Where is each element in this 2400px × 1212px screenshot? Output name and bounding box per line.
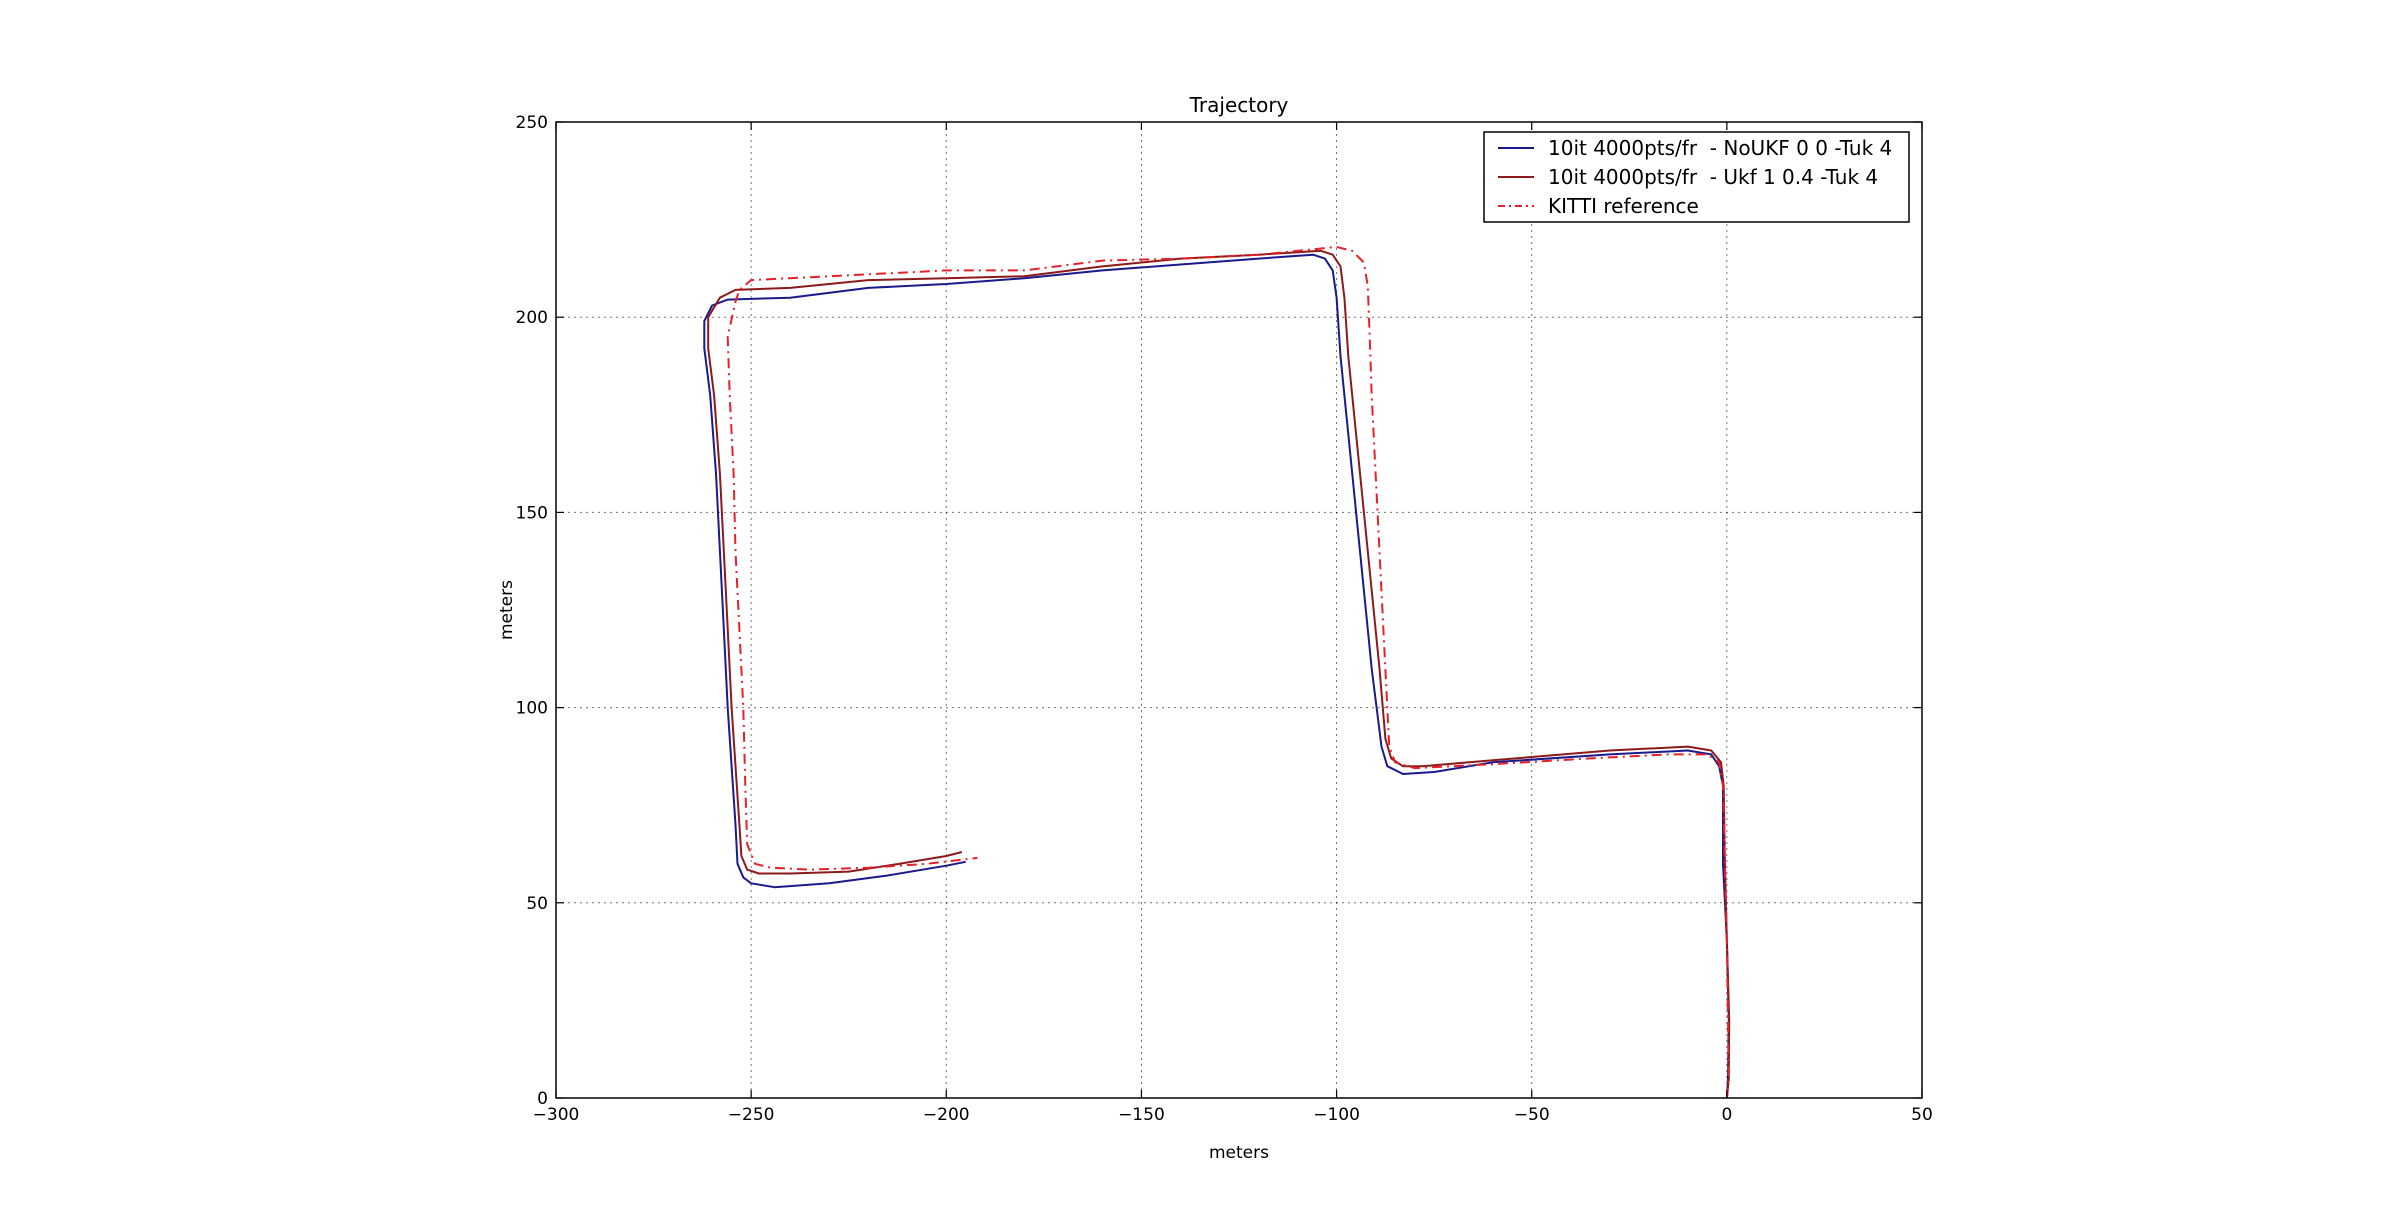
x-tick-label: −50 bbox=[1514, 1105, 1550, 1125]
legend: 10it 4000pts/fr - NoUKF 0 0 -Tuk 4 10it 4… bbox=[1483, 131, 1910, 223]
chart-title: Trajectory bbox=[1189, 93, 1289, 117]
series-line-3 bbox=[726, 245, 1730, 1099]
grid bbox=[556, 122, 1922, 1098]
legend-label-1: 10it 4000pts/fr - NoUKF 0 0 -Tuk 4 bbox=[1548, 136, 1892, 160]
y-tick-label: 50 bbox=[526, 894, 548, 914]
series-line-1 bbox=[703, 253, 1730, 1099]
legend-label-3: KITTI reference bbox=[1548, 194, 1699, 218]
x-tick-label: −100 bbox=[1313, 1105, 1360, 1125]
x-tick-label: 0 bbox=[1721, 1105, 1732, 1125]
y-tick-label: 150 bbox=[516, 503, 548, 523]
axis-ticks: −300 −250 −200 −150 −100 −50 0 50 0 50 100 150 200 25… bbox=[516, 113, 1933, 1125]
plot-frame bbox=[555, 121, 1923, 1099]
y-tick-label: 0 bbox=[537, 1089, 548, 1109]
legend-label-2: 10it 4000pts/fr - Ukf 1 0.4 -Tuk 4 bbox=[1548, 165, 1878, 189]
y-tick-label: 200 bbox=[516, 308, 548, 328]
legend-box bbox=[1483, 131, 1910, 223]
y-axis-label: meters bbox=[497, 580, 517, 640]
y-tick-label: 100 bbox=[516, 699, 548, 719]
x-tick-label: −200 bbox=[923, 1105, 970, 1125]
y-tick-label: 250 bbox=[516, 113, 548, 133]
x-axis-label: meters bbox=[1209, 1143, 1269, 1163]
x-tick-label: 50 bbox=[1911, 1105, 1933, 1125]
x-tick-label: −300 bbox=[533, 1105, 580, 1125]
x-tick-label: −150 bbox=[1118, 1105, 1165, 1125]
series-layer bbox=[703, 245, 1731, 1099]
x-tick-label: −250 bbox=[728, 1105, 775, 1125]
series-line-2 bbox=[707, 249, 1731, 1099]
